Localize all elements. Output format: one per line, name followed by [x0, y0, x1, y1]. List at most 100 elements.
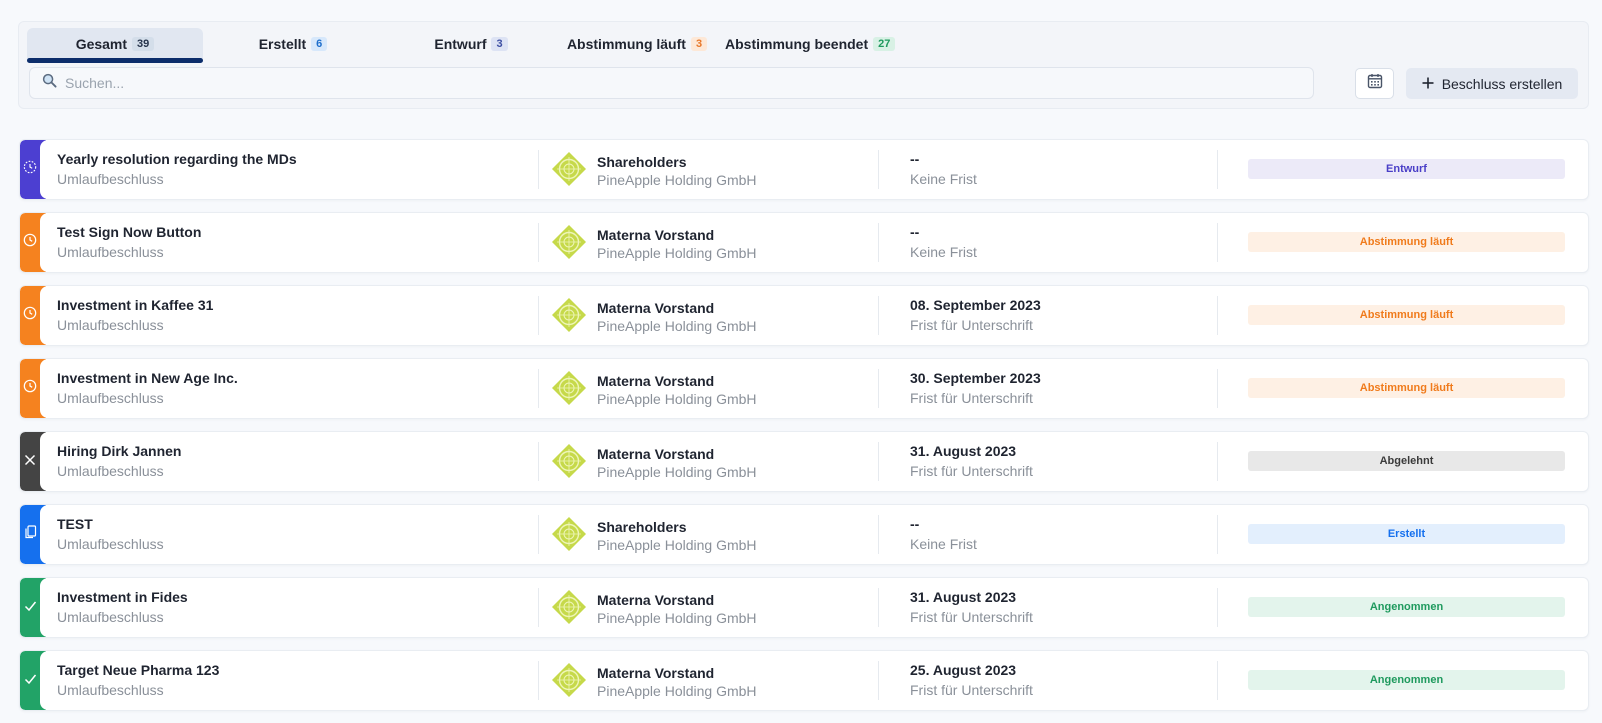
company-name: PineApple Holding GmbH	[597, 537, 757, 553]
deadline-info: 08. September 2023 Frist für Unterschrif…	[910, 297, 1041, 333]
body-info: Materna Vorstand PineApple Holding GmbH	[551, 589, 757, 630]
column-divider	[538, 296, 539, 335]
deadline-label: Frist für Unterschrift	[910, 609, 1033, 625]
tab-entwurf[interactable]: Entwurf 3	[383, 28, 559, 60]
close-icon	[24, 453, 36, 471]
deadline-date: --	[910, 151, 920, 167]
column-divider	[538, 588, 539, 627]
tab-count-badge: 3	[690, 37, 708, 51]
company-logo-icon	[551, 370, 587, 411]
company-name: PineApple Holding GmbH	[597, 172, 757, 188]
company-name: PineApple Holding GmbH	[597, 391, 757, 407]
copy-icon	[24, 525, 37, 544]
column-divider	[878, 223, 879, 262]
company-name: PineApple Holding GmbH	[597, 683, 757, 699]
company-name: PineApple Holding GmbH	[597, 318, 757, 334]
table-row[interactable]: Target Neue Pharma 123 Umlaufbeschluss M…	[19, 650, 1589, 711]
resolution-info: Yearly resolution regarding the MDs Umla…	[57, 151, 297, 187]
resolution-type: Umlaufbeschluss	[57, 682, 164, 698]
search-input[interactable]	[65, 75, 1265, 91]
resolution-info: Investment in New Age Inc. Umlaufbeschlu…	[57, 370, 238, 406]
column-divider	[538, 515, 539, 554]
create-resolution-label: Beschluss erstellen	[1441, 75, 1563, 92]
resolution-info: Test Sign Now Button Umlaufbeschluss	[57, 224, 201, 260]
table-row[interactable]: Investment in Kaffee 31 Umlaufbeschluss …	[19, 285, 1589, 346]
company-logo-icon	[551, 516, 587, 557]
tab-label: Gesamt	[75, 36, 128, 52]
company-name: PineApple Holding GmbH	[597, 245, 757, 261]
body-name: Shareholders	[597, 154, 687, 170]
column-divider	[1217, 661, 1218, 700]
status-stripe	[20, 505, 52, 564]
status-stripe	[20, 651, 52, 710]
status-stripe	[20, 286, 52, 345]
column-divider	[538, 150, 539, 189]
body-info: Shareholders PineApple Holding GmbH	[551, 516, 757, 557]
resolution-title: Target Neue Pharma 123	[57, 662, 220, 678]
status-badge: Angenommen	[1248, 670, 1565, 690]
clock-icon	[23, 306, 37, 325]
table-row[interactable]: Investment in New Age Inc. Umlaufbeschlu…	[19, 358, 1589, 419]
column-divider	[878, 296, 879, 335]
company-logo-icon	[551, 443, 587, 484]
draft-clock-icon	[23, 160, 37, 179]
body-name: Materna Vorstand	[597, 373, 715, 389]
resolution-list: Yearly resolution regarding the MDs Umla…	[19, 139, 1589, 723]
date-filter-button[interactable]	[1355, 68, 1394, 99]
status-stripe	[20, 359, 52, 418]
resolution-info: TEST Umlaufbeschluss	[57, 516, 164, 552]
resolution-type: Umlaufbeschluss	[57, 244, 164, 260]
deadline-info: 25. August 2023 Frist für Unterschrift	[910, 662, 1033, 698]
company-logo-icon	[551, 297, 587, 338]
tab-erstellt[interactable]: Erstellt 6	[203, 28, 383, 60]
column-divider	[538, 369, 539, 408]
tab-count-badge: 6	[311, 37, 328, 51]
clock-icon	[23, 233, 37, 252]
tab-abstimmung-beendet[interactable]: Abstimmung beendet 27	[715, 28, 915, 60]
status-stripe	[20, 140, 52, 199]
company-logo-icon	[551, 589, 587, 630]
table-row[interactable]: Test Sign Now Button Umlaufbeschluss Mat…	[19, 212, 1589, 273]
resolution-type: Umlaufbeschluss	[57, 390, 164, 406]
tab-abstimmung-laeuft[interactable]: Abstimmung läuft 3	[559, 28, 715, 60]
filter-panel: Gesamt 39 Erstellt 6 Entwurf 3 Abstimmun…	[18, 21, 1589, 109]
column-divider	[538, 442, 539, 481]
column-divider	[878, 661, 879, 700]
resolution-type: Umlaufbeschluss	[57, 536, 164, 552]
tab-gesamt[interactable]: Gesamt 39	[27, 28, 203, 63]
plus-icon	[1422, 76, 1434, 92]
resolution-info: Investment in Kaffee 31 Umlaufbeschluss	[57, 297, 213, 333]
table-row[interactable]: TEST Umlaufbeschluss Shareholders PineAp…	[19, 504, 1589, 565]
deadline-info: -- Keine Frist	[910, 151, 977, 187]
column-divider	[878, 442, 879, 481]
body-info: Shareholders PineApple Holding GmbH	[551, 151, 757, 192]
table-row[interactable]: Hiring Dirk Jannen Umlaufbeschluss Mater…	[19, 431, 1589, 492]
column-divider	[538, 223, 539, 262]
status-badge: Angenommen	[1248, 597, 1565, 617]
deadline-date: 30. September 2023	[910, 370, 1041, 386]
tab-label: Abstimmung läuft	[566, 36, 686, 52]
column-divider	[878, 150, 879, 189]
resolution-info: Target Neue Pharma 123 Umlaufbeschluss	[57, 662, 219, 698]
column-divider	[878, 515, 879, 554]
create-resolution-button[interactable]: Beschluss erstellen	[1406, 68, 1578, 99]
deadline-label: Keine Frist	[910, 244, 977, 260]
table-row[interactable]: Yearly resolution regarding the MDs Umla…	[19, 139, 1589, 200]
column-divider	[1217, 150, 1218, 189]
body-name: Materna Vorstand	[597, 665, 715, 681]
status-stripe	[20, 213, 52, 272]
table-row[interactable]: Investment in Fides Umlaufbeschluss Mate…	[19, 577, 1589, 638]
body-name: Materna Vorstand	[597, 446, 715, 462]
column-divider	[1217, 223, 1218, 262]
tab-count-badge: 39	[132, 37, 155, 51]
column-divider	[1217, 442, 1218, 481]
deadline-date: --	[910, 224, 920, 240]
deadline-info: 31. August 2023 Frist für Unterschrift	[910, 589, 1033, 625]
tab-count-badge: 3	[491, 37, 508, 51]
deadline-date: --	[910, 516, 920, 532]
status-badge: Erstellt	[1248, 524, 1565, 544]
company-name: PineApple Holding GmbH	[597, 610, 757, 626]
resolution-info: Investment in Fides Umlaufbeschluss	[57, 589, 188, 625]
company-logo-icon	[551, 662, 587, 703]
status-stripe	[20, 432, 52, 491]
